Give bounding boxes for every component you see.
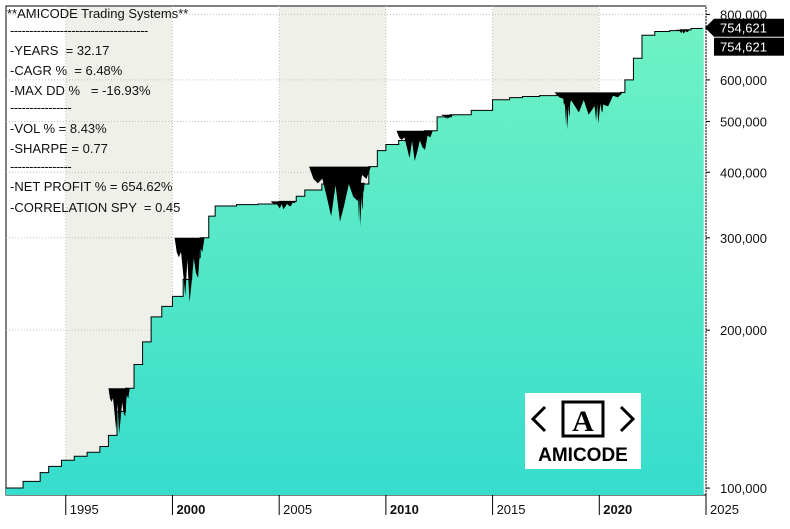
separator: ----------------	[10, 159, 72, 174]
x-tick-label: 1995	[70, 502, 99, 517]
y-tick-label: 200,000	[720, 323, 767, 338]
drawdown-region	[396, 130, 433, 162]
logo-glyph: A	[572, 405, 594, 438]
x-tick-label: 2000	[176, 502, 205, 517]
chevron-left-icon	[530, 405, 547, 433]
last-value-label: 754,621	[720, 40, 767, 55]
stat-correlation: -CORRELATION SPY = 0.45	[10, 200, 181, 215]
y-tick-label: 500,000	[720, 114, 767, 129]
x-tick-label: 2020	[603, 502, 632, 517]
last-value-label: 754,621	[720, 21, 767, 36]
equity-line	[6, 27, 703, 489]
logo-text: AMICODE	[538, 445, 628, 466]
chevron-right-icon	[619, 405, 636, 433]
separator: ------------------------------------	[10, 23, 148, 38]
equity-area	[6, 27, 704, 495]
y-tick-label: 400,000	[720, 165, 767, 180]
chart-title: **AMICODE Trading Systems**	[7, 6, 189, 21]
logo-box-icon	[561, 400, 605, 438]
stat-max-dd: -MAX DD % = -16.93%	[10, 83, 151, 98]
y-tick-label: 300,000	[720, 231, 767, 246]
x-tick-label: 2005	[283, 502, 312, 517]
last-value-box	[714, 37, 784, 56]
stat-cagr: -CAGR % = 6.48%	[10, 63, 123, 78]
drawdown-region	[356, 182, 365, 227]
x-tick-label: 2025	[710, 502, 739, 517]
stat-years: -YEARS = 32.17	[10, 43, 110, 58]
y-tick-label: 800,000	[720, 7, 767, 22]
drawdown-region	[309, 166, 371, 222]
drawdown-region	[174, 237, 205, 303]
x-tick-label: 2015	[497, 502, 526, 517]
drawdown-region	[270, 201, 297, 210]
last-value-marker	[705, 18, 784, 37]
y-tick-label: 100,000	[720, 481, 767, 496]
x-tick-label: 2010	[390, 502, 419, 517]
amicode-logo: A AMICODE	[525, 393, 641, 469]
y-tick-label: 600,000	[720, 73, 767, 88]
drawdown-region	[563, 95, 572, 130]
drawdown-region	[554, 92, 623, 115]
stat-vol: -VOL % = 8.43%	[10, 121, 107, 136]
separator: ----------------	[10, 100, 72, 115]
stat-net-profit: -NET PROFIT % = 654.62%	[10, 179, 173, 194]
stat-sharpe: -SHARPE = 0.77	[10, 141, 108, 156]
drawdown-region	[590, 94, 606, 124]
